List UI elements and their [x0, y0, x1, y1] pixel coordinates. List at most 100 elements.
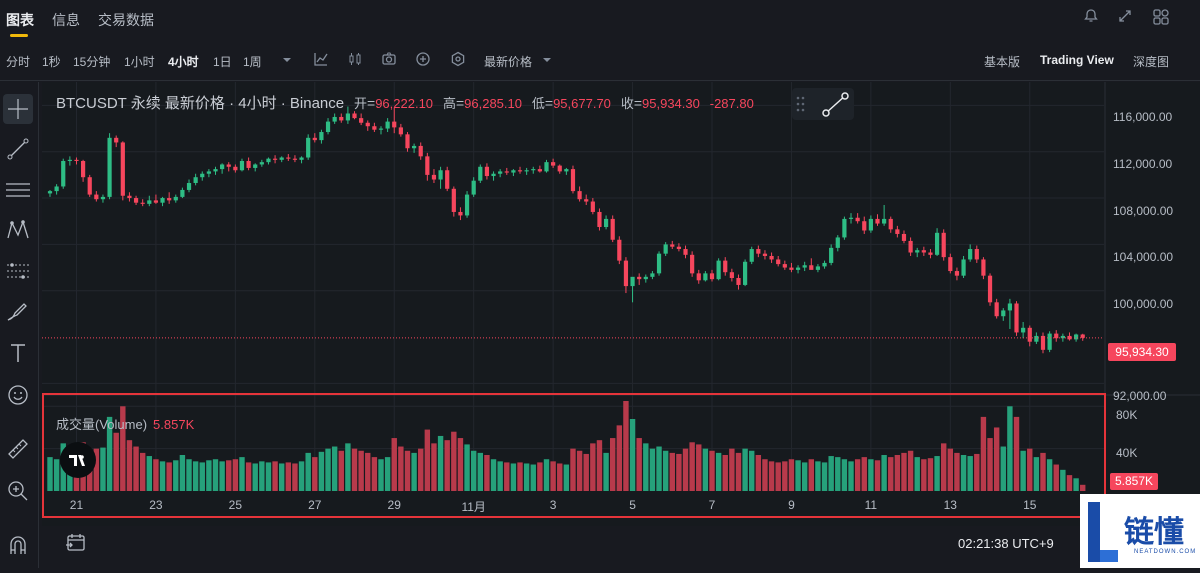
candle-body	[709, 273, 715, 280]
volume-bar	[762, 459, 768, 491]
x-tick-label: 23	[149, 498, 163, 512]
candle-type-icon[interactable]	[346, 51, 364, 69]
volume-bar	[312, 457, 318, 491]
drawing-toolbar	[0, 82, 39, 568]
y-tick-label: 100,000.00	[1113, 297, 1174, 311]
layout-grid-icon[interactable]	[1150, 8, 1172, 30]
candle-body	[405, 134, 410, 149]
volume-tick-label: 80K	[1116, 408, 1138, 422]
candle-body	[1027, 327, 1032, 342]
candle-body	[319, 132, 324, 141]
tab-chart[interactable]: 图表	[6, 12, 34, 28]
x-tick-label: 7	[708, 498, 716, 512]
candle-body	[908, 240, 913, 253]
candle-body	[54, 186, 59, 192]
mode-trading-view[interactable]: Trading View	[1040, 53, 1114, 67]
candle-body	[762, 253, 768, 256]
volume-bar	[696, 444, 702, 491]
volume-bar	[828, 456, 834, 491]
timeframe-1d[interactable]: 1日	[213, 55, 232, 69]
price-type-select[interactable]: 最新价格	[484, 55, 533, 69]
candle-body	[524, 170, 529, 172]
candle-body	[789, 267, 794, 270]
pattern-icon[interactable]	[3, 215, 33, 245]
magnet-icon[interactable]	[3, 530, 33, 560]
candle-body	[954, 271, 960, 276]
volume-bar	[106, 416, 113, 491]
candle-body	[888, 218, 893, 230]
volume-bar	[669, 452, 675, 491]
timeframe-dropdown-icon[interactable]	[278, 51, 296, 69]
x-tick-label: 25	[228, 498, 243, 512]
mode-depth-chart[interactable]: 深度图	[1133, 55, 1170, 69]
mode-basic[interactable]: 基本版	[984, 55, 1021, 69]
timeframe-time-sharing[interactable]: 分时	[6, 55, 31, 69]
candle-body	[339, 116, 344, 121]
volume-bar	[418, 448, 424, 491]
candle-body	[544, 162, 549, 172]
candle-body	[882, 218, 887, 224]
volume-bar	[576, 450, 583, 491]
volume-bar	[801, 462, 808, 491]
candle-body	[180, 189, 185, 197]
candle-body	[372, 126, 377, 130]
zoom-in-icon[interactable]	[3, 476, 33, 506]
volume-bar	[616, 425, 623, 491]
bell-icon[interactable]	[1080, 8, 1102, 30]
candle-body	[1001, 310, 1006, 317]
fibonacci-icon[interactable]	[3, 256, 33, 286]
candle-body	[478, 166, 483, 181]
add-icon[interactable]	[414, 51, 432, 69]
timeframe-1s[interactable]: 1秒	[42, 55, 61, 69]
candle-body	[1067, 335, 1072, 340]
volume-bar	[914, 457, 920, 491]
high-value: 96,285.10	[464, 96, 522, 111]
low-label: 低	[531, 96, 545, 111]
drawing-toggle-button[interactable]	[792, 88, 854, 120]
candle-body	[253, 164, 258, 168]
candle-body	[160, 198, 165, 203]
volume-bar	[907, 450, 914, 491]
candle-body	[1034, 335, 1039, 342]
volume-bar	[192, 461, 199, 491]
clock-readout[interactable]: 02:21:38 UTC+9	[958, 536, 1054, 551]
horizontal-lines-icon[interactable]	[3, 175, 33, 205]
timeframe-4h[interactable]: 4小时	[168, 55, 199, 69]
expand-icon[interactable]	[1114, 8, 1136, 30]
candle-body	[862, 221, 867, 231]
ruler-icon[interactable]	[3, 434, 33, 464]
tradingview-logo[interactable]	[60, 442, 96, 478]
volume-bar	[252, 463, 258, 491]
candle-body	[1021, 327, 1026, 333]
emoji-icon[interactable]	[3, 380, 33, 410]
tab-trading-data[interactable]: 交易数据	[98, 12, 154, 28]
timeframe-1h[interactable]: 1小时	[124, 55, 155, 69]
volume-bar	[133, 446, 139, 491]
tab-info[interactable]: 信息	[52, 12, 80, 28]
volume-bar	[901, 452, 907, 491]
crosshair-icon[interactable]	[3, 94, 33, 124]
timeframe-1w[interactable]: 1周	[243, 55, 262, 69]
candle-body	[220, 164, 225, 170]
candle-body	[961, 259, 966, 276]
candle-body	[564, 169, 569, 172]
candle-body	[445, 170, 450, 189]
brush-icon[interactable]	[3, 296, 33, 326]
indicator-icon[interactable]	[312, 51, 330, 69]
candle-body	[921, 250, 926, 253]
date-range-icon[interactable]	[64, 530, 88, 559]
volume-bar	[173, 460, 179, 491]
candle-body	[67, 159, 72, 161]
top-bar: 图表 信息 交易数据	[0, 0, 1200, 40]
candle-body	[226, 164, 231, 167]
chevron-down-icon[interactable]	[538, 51, 556, 69]
settings-icon[interactable]	[449, 51, 467, 69]
trend-line-icon[interactable]	[3, 134, 33, 164]
text-tool-icon[interactable]	[3, 338, 33, 368]
timeframe-15m[interactable]: 15分钟	[73, 55, 111, 69]
volume-bar	[689, 442, 695, 491]
volume-bar	[179, 455, 186, 491]
x-tick-label: 5	[629, 498, 636, 512]
camera-icon[interactable]	[380, 51, 398, 69]
